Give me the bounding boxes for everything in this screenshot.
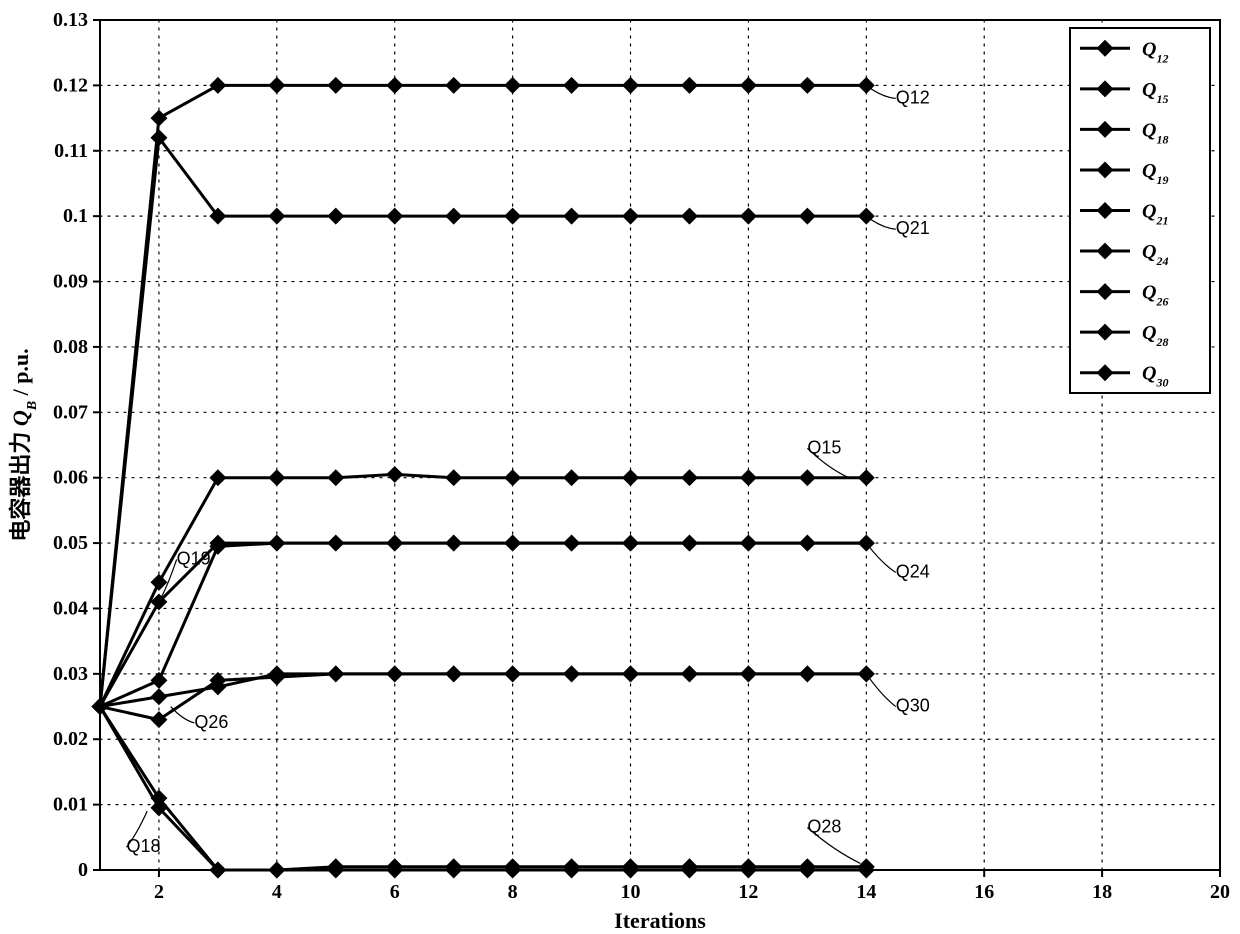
svg-text:0.08: 0.08 (53, 336, 88, 358)
svg-text:8: 8 (508, 881, 518, 903)
svg-text:10: 10 (621, 881, 641, 903)
svg-text:0.13: 0.13 (53, 9, 88, 31)
svg-text:4: 4 (272, 881, 282, 903)
chart-container: 2 4 6 8 10 12 14 16 18 20 0 0.01 0.02 0.03 0.04 0.05 0.0… (0, 0, 1240, 934)
svg-text:Q24: Q24 (896, 562, 930, 582)
svg-text:0.02: 0.02 (53, 728, 88, 750)
svg-text:14: 14 (856, 881, 876, 903)
svg-text:0.09: 0.09 (53, 271, 88, 293)
svg-text:Q19: Q19 (177, 548, 211, 568)
svg-text:0.1: 0.1 (63, 205, 88, 227)
svg-text:20: 20 (1210, 881, 1230, 903)
svg-text:Iterations: Iterations (614, 908, 706, 933)
svg-text:0.07: 0.07 (53, 401, 88, 423)
svg-text:0.11: 0.11 (54, 140, 88, 162)
svg-text:Q15: Q15 (807, 437, 841, 457)
svg-text:6: 6 (390, 881, 400, 903)
svg-text:Q12: Q12 (896, 87, 930, 107)
svg-text:0: 0 (78, 859, 88, 881)
svg-text:Q26: Q26 (194, 712, 228, 732)
svg-text:18: 18 (1092, 881, 1112, 903)
svg-text:0.04: 0.04 (53, 597, 88, 619)
svg-text:Q28: Q28 (807, 817, 841, 837)
svg-text:Q18: Q18 (127, 836, 161, 856)
svg-text:0.03: 0.03 (53, 663, 88, 685)
svg-text:0.06: 0.06 (53, 467, 88, 489)
svg-text:2: 2 (154, 881, 164, 903)
svg-text:0.12: 0.12 (53, 74, 88, 96)
svg-text:Q30: Q30 (896, 696, 930, 716)
svg-text:0.05: 0.05 (53, 532, 88, 554)
svg-text:0.01: 0.01 (53, 794, 88, 816)
svg-text:12: 12 (738, 881, 758, 903)
line-chart: 2 4 6 8 10 12 14 16 18 20 0 0.01 0.02 0.03 0.04 0.05 0.0… (0, 0, 1240, 934)
svg-text:16: 16 (974, 881, 994, 903)
legend: Q12Q15Q18Q19Q21Q24Q26Q28Q30 (1070, 28, 1210, 393)
svg-text:Q21: Q21 (896, 218, 930, 238)
